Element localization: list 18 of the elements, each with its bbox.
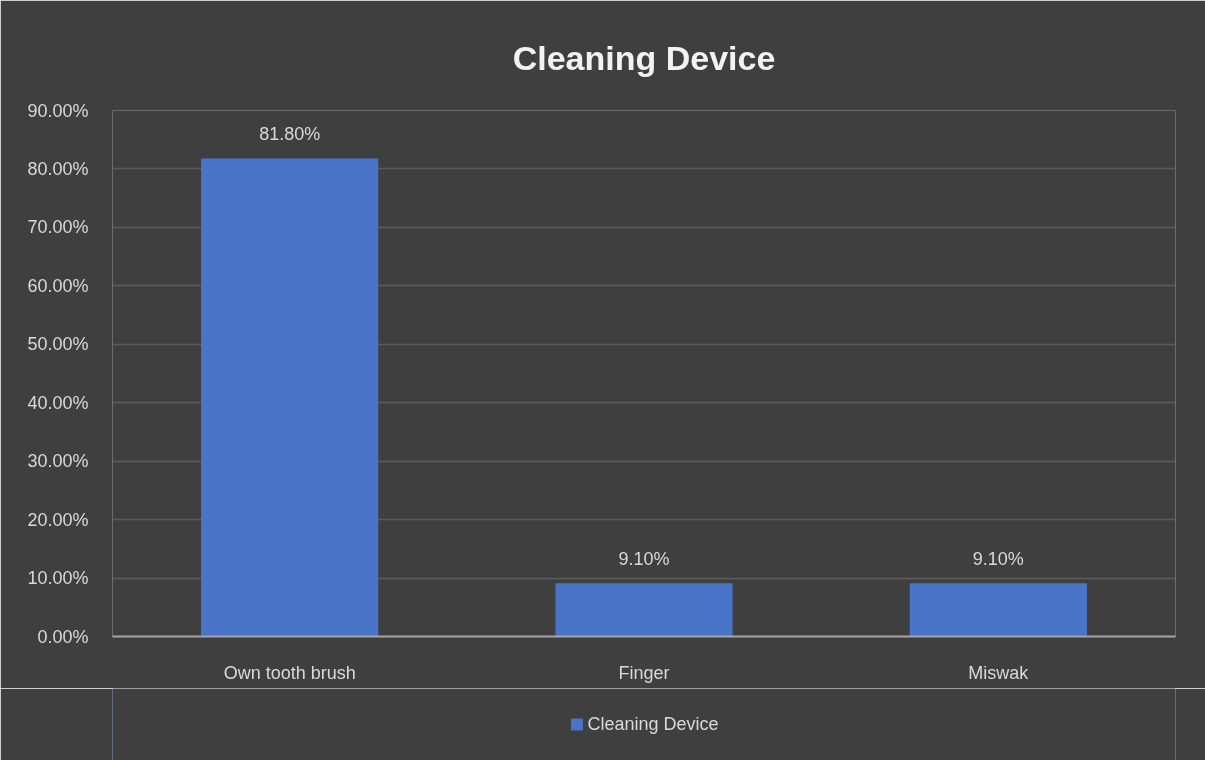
y-tick-label: 40.00% <box>27 392 89 413</box>
y-tick-label: 10.00% <box>27 568 89 589</box>
x-tick-label: Own tooth brush <box>223 662 356 683</box>
x-tick-label: Miswak <box>968 662 1030 683</box>
y-tick-label: 30.00% <box>27 451 89 472</box>
y-tick-label: 70.00% <box>27 217 89 238</box>
y-tick-label: 60.00% <box>27 275 89 296</box>
data-label: 9.10% <box>618 549 670 570</box>
y-tick-label: 0.00% <box>37 626 89 647</box>
data-label: 81.80% <box>259 124 321 145</box>
chart-title: Cleaning Device <box>512 38 776 77</box>
data-label: 9.10% <box>972 549 1024 570</box>
y-tick-label: 80.00% <box>27 158 89 179</box>
x-tick-label: Finger <box>618 662 670 683</box>
legend-label: Cleaning Device <box>587 713 719 735</box>
y-tick-label: 20.00% <box>27 509 89 530</box>
y-tick-label: 90.00% <box>27 100 89 121</box>
y-tick-label: 50.00% <box>27 334 89 355</box>
